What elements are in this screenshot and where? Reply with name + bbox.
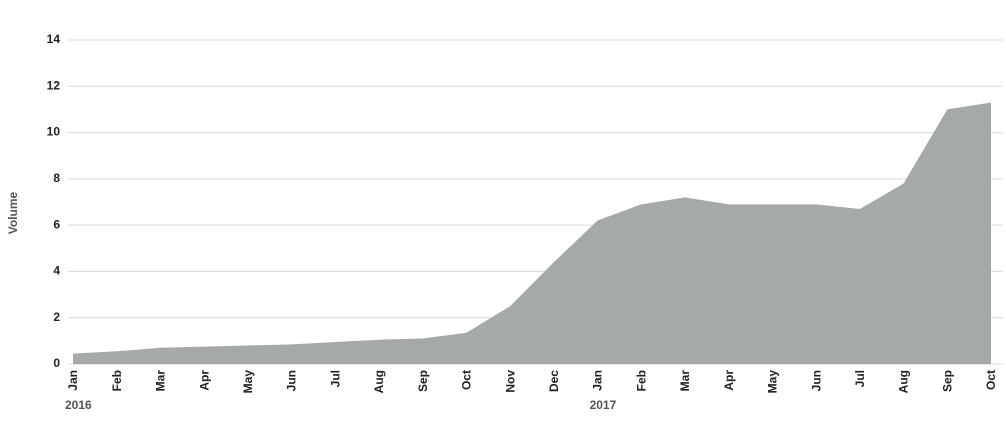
x-tick-label: Jan: [591, 370, 605, 391]
year-label: 2016: [65, 398, 92, 412]
y-axis-label: Volume: [6, 191, 20, 234]
x-tick-label: Aug: [372, 370, 386, 393]
x-tick-label: Apr: [197, 370, 211, 391]
x-tick-label: Dec: [547, 370, 561, 392]
x-tick-label: Jan: [66, 370, 80, 391]
x-tick-label: Jun: [285, 370, 299, 391]
x-tick-label: Feb: [634, 370, 648, 391]
x-tick-label: Jul: [328, 370, 342, 387]
y-tick-label: 6: [53, 217, 60, 231]
x-tick-label: Sep: [940, 370, 954, 392]
x-tick-label: Mar: [154, 370, 168, 392]
x-tick-label: Oct: [460, 370, 474, 390]
x-tick-label: May: [766, 370, 780, 394]
x-tick-label: Feb: [110, 370, 124, 391]
y-tick-label: 14: [47, 32, 61, 46]
y-tick-label: 4: [53, 264, 60, 278]
x-tick-label: Sep: [416, 370, 430, 392]
x-tick-label: May: [241, 370, 255, 394]
y-tick-label: 10: [47, 125, 61, 139]
y-tick-label: 2: [53, 310, 60, 324]
y-tick-label: 12: [47, 78, 61, 92]
x-tick-label: Jun: [809, 370, 823, 391]
y-tick-label: 0: [53, 356, 60, 370]
year-label: 2017: [590, 398, 617, 412]
x-tick-label: Jul: [853, 370, 867, 387]
x-tick-label: Nov: [503, 370, 517, 393]
x-tick-label: Oct: [984, 370, 998, 390]
area: [73, 102, 991, 364]
x-tick-label: Apr: [722, 370, 736, 391]
x-tick-label: Mar: [678, 370, 692, 392]
x-tick-label: Aug: [897, 370, 911, 393]
y-tick-label: 8: [53, 171, 60, 185]
